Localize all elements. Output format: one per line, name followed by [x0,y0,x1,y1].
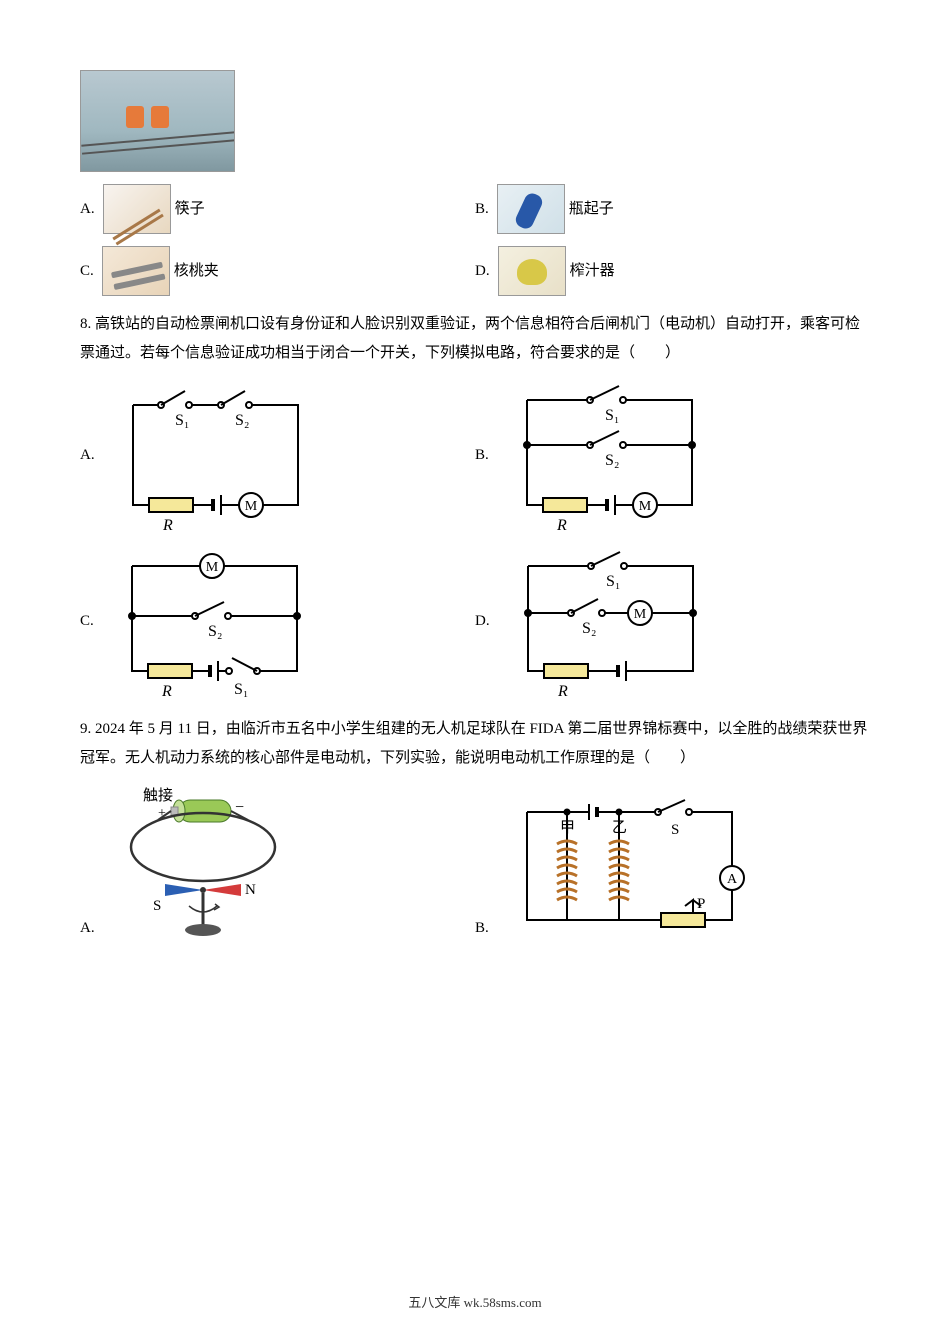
page-footer: 五八文库 wk.58sms.com [0,1291,950,1316]
q8-text: 8. 高铁站的自动检票闸机口设有身份证和人脸识别双重验证，两个信息相符合后闸机门… [80,310,870,367]
svg-text:S₂: S₂ [582,620,596,637]
q7-option-A[interactable]: A. 筷子 [80,184,475,234]
option-letter: A. [80,195,95,224]
experiment-B-diagram: A S 甲 乙 P [497,792,757,942]
q8-option-D[interactable]: D. M S₁ S₂ R [475,541,870,701]
experiment-A-diagram: 触接 + − N S [103,782,313,942]
q7-option-B[interactable]: B. 瓶起子 [475,184,870,234]
nutcracker-icon [102,246,170,296]
svg-text:M: M [639,499,652,514]
q8-number: 8. [80,316,91,332]
option-letter: C. [80,257,94,286]
svg-text:A: A [727,872,738,887]
svg-text:P: P [697,896,705,912]
svg-text:S₂: S₂ [208,623,222,640]
option-letter: D. [475,257,490,286]
svg-text:R: R [162,517,173,534]
q8-row1: A. M S₁ S₂ R B. [80,375,870,535]
option-label: 核桃夹 [174,257,219,286]
option-label: 筷子 [175,195,205,224]
option-label: 瓶起子 [569,195,614,224]
q7-option-D[interactable]: D. 榨汁器 [475,246,870,296]
option-letter: D. [475,607,490,636]
q7-options-row2: C. 核桃夹 D. 榨汁器 [80,246,870,296]
svg-text:R: R [161,683,172,700]
q9-option-A[interactable]: A. 触接 + − N [80,782,475,942]
svg-text:R: R [556,517,567,534]
q7-option-C[interactable]: C. 核桃夹 [80,246,475,296]
option-letter: C. [80,607,94,636]
q8-body: 高铁站的自动检票闸机口设有身份证和人脸识别双重验证，两个信息相符合后闸机门（电动… [80,316,860,361]
q8-option-A[interactable]: A. M S₁ S₂ R [80,375,475,535]
context-photo [80,70,235,172]
svg-text:M: M [206,560,219,575]
svg-text:触接: 触接 [143,787,173,804]
option-letter: B. [475,914,489,943]
circuit-D-diagram: M S₁ S₂ R [498,541,718,701]
svg-text:N: N [245,882,256,898]
svg-text:M: M [244,499,257,514]
svg-text:S₁: S₁ [605,407,619,424]
q9-option-B[interactable]: B. A [475,782,870,942]
svg-text:R: R [557,683,568,700]
svg-text:乙: 乙 [612,820,627,836]
svg-text:S₁: S₁ [234,681,248,698]
juicer-icon [498,246,566,296]
svg-text:S: S [671,822,679,838]
option-letter: B. [475,441,489,470]
q8-row2: C. M S₂ S₁ R D. [80,541,870,701]
svg-text:甲: 甲 [560,820,575,836]
option-letter: A. [80,441,95,470]
svg-text:M: M [633,607,646,622]
option-label: 榨汁器 [570,257,615,286]
q7-options-row1: A. 筷子 B. 瓶起子 [80,184,870,234]
q9-body: 2024 年 5 月 11 日，由临沂市五名中小学生组建的无人机足球队在 FID… [80,721,867,766]
option-letter: A. [80,914,95,943]
circuit-B-diagram: M S₁ S₂ R [497,375,717,535]
bottle-opener-icon [497,184,565,234]
svg-text:S₂: S₂ [605,452,619,469]
svg-text:S: S [153,898,161,914]
q9-text: 9. 2024 年 5 月 11 日，由临沂市五名中小学生组建的无人机足球队在 … [80,715,870,772]
option-letter: B. [475,195,489,224]
q8-option-C[interactable]: C. M S₂ S₁ R [80,541,475,701]
svg-text:S₁: S₁ [606,573,620,590]
circuit-C-diagram: M S₂ S₁ R [102,541,322,701]
circuit-A-diagram: M S₁ S₂ R [103,375,323,535]
q9-row1: A. 触接 + − N [80,782,870,942]
svg-text:S₂: S₂ [235,412,249,429]
q8-option-B[interactable]: B. M S₁ S₂ R [475,375,870,535]
chopsticks-icon [103,184,171,234]
q9-number: 9. [80,721,91,737]
svg-text:S₁: S₁ [175,412,189,429]
